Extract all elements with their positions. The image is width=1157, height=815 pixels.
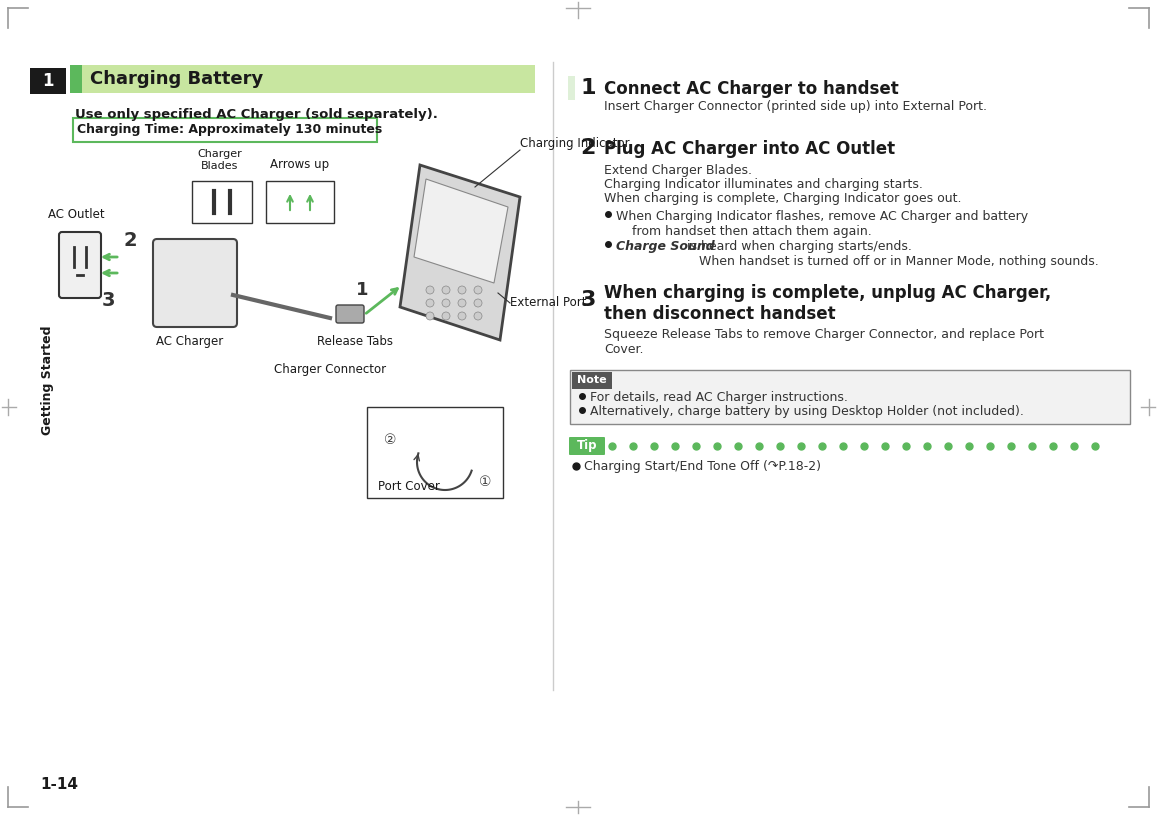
Polygon shape [400,165,519,340]
Circle shape [474,286,482,294]
Text: 1: 1 [43,72,53,90]
FancyBboxPatch shape [59,232,101,298]
Text: 1-14: 1-14 [40,777,78,792]
Circle shape [458,286,466,294]
Text: 3: 3 [102,292,115,311]
Text: Charging Battery: Charging Battery [90,70,264,88]
Text: ①: ① [479,475,492,489]
Text: Charger Connector: Charger Connector [274,363,386,376]
FancyBboxPatch shape [367,407,503,498]
FancyBboxPatch shape [572,372,612,389]
Text: Alternatively, charge battery by using Desktop Holder (not included).: Alternatively, charge battery by using D… [590,405,1024,418]
Circle shape [442,299,450,307]
Text: Charging Indicator illuminates and charging starts.: Charging Indicator illuminates and charg… [604,178,923,191]
Text: 2: 2 [123,231,137,250]
Text: Note: Note [577,375,606,385]
Text: Charging Time: Approximately 130 minutes: Charging Time: Approximately 130 minutes [78,124,382,136]
Circle shape [474,312,482,320]
FancyBboxPatch shape [568,76,575,100]
Text: Release Tabs: Release Tabs [317,335,393,348]
Circle shape [426,299,434,307]
Circle shape [458,299,466,307]
Text: Charging Indicator: Charging Indicator [519,137,629,150]
FancyBboxPatch shape [30,68,66,94]
Text: Squeeze Release Tabs to remove Charger Connector, and replace Port
Cover.: Squeeze Release Tabs to remove Charger C… [604,328,1044,356]
FancyBboxPatch shape [71,65,82,93]
Text: Port Cover: Port Cover [378,479,440,492]
Circle shape [442,286,450,294]
Text: Getting Started: Getting Started [42,325,54,434]
Text: ②: ② [384,433,396,447]
Circle shape [458,312,466,320]
FancyBboxPatch shape [570,370,1130,424]
FancyBboxPatch shape [569,437,605,455]
Text: 1: 1 [581,78,596,98]
Text: 3: 3 [581,290,596,310]
Text: AC Charger: AC Charger [156,335,223,348]
Text: Arrows up: Arrows up [271,158,330,171]
FancyBboxPatch shape [153,239,237,327]
Circle shape [442,312,450,320]
Text: Tip: Tip [576,439,597,452]
Circle shape [426,286,434,294]
Text: Use only specified AC Charger (sold separately).: Use only specified AC Charger (sold sepa… [75,108,437,121]
Text: Plug AC Charger into AC Outlet: Plug AC Charger into AC Outlet [604,140,896,158]
FancyBboxPatch shape [71,65,535,93]
FancyBboxPatch shape [73,118,377,142]
FancyBboxPatch shape [266,181,334,223]
Text: When charging is complete, unplug AC Charger,
then disconnect handset: When charging is complete, unplug AC Cha… [604,284,1052,323]
Text: For details, read AC Charger instructions.: For details, read AC Charger instruction… [590,391,848,404]
Text: Charge Sound: Charge Sound [616,240,715,253]
Text: 2: 2 [581,138,596,158]
Text: AC Outlet: AC Outlet [47,208,104,221]
Text: 1: 1 [355,281,368,299]
Polygon shape [414,179,508,283]
Text: Charging Start/End Tone Off (↷P.18-2): Charging Start/End Tone Off (↷P.18-2) [584,460,821,473]
Text: Charger
Blades: Charger Blades [198,149,242,171]
Text: is heard when charging starts/ends.
    When handset is turned off or in Manner : is heard when charging starts/ends. When… [683,240,1099,268]
Circle shape [426,312,434,320]
Text: Insert Charger Connector (printed side up) into External Port.: Insert Charger Connector (printed side u… [604,100,987,113]
FancyBboxPatch shape [336,305,364,323]
Text: When charging is complete, Charging Indicator goes out.: When charging is complete, Charging Indi… [604,192,961,205]
Text: When Charging Indicator flashes, remove AC Charger and battery
    from handset : When Charging Indicator flashes, remove … [616,210,1029,238]
Circle shape [474,299,482,307]
Text: External Port: External Port [510,297,587,310]
Text: Extend Charger Blades.: Extend Charger Blades. [604,164,752,177]
FancyBboxPatch shape [192,181,252,223]
Text: Connect AC Charger to handset: Connect AC Charger to handset [604,80,899,98]
